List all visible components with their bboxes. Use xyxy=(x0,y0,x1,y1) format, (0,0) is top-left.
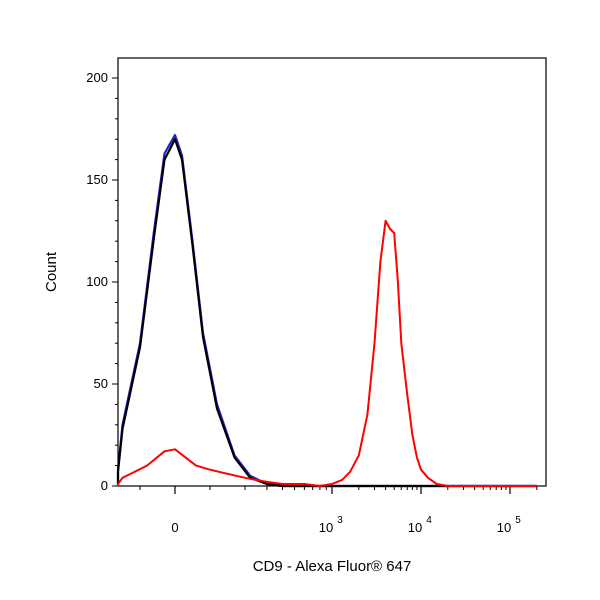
x-axis-title: CD9 - Alexa Fluor® 647 xyxy=(253,558,412,575)
x-tick-exponent: 4 xyxy=(426,515,432,526)
series-group xyxy=(116,134,537,488)
histogram-series-2 xyxy=(116,138,537,488)
x-axis-ticks: 0 10 3 10 4 10 5 xyxy=(171,486,521,535)
y-tick-label: 50 xyxy=(94,376,108,391)
x-tick-label: 10 xyxy=(319,520,333,535)
x-tick-label: 10 xyxy=(408,520,422,535)
x-tick-label: 10 xyxy=(497,520,511,535)
x-tick-exponent: 5 xyxy=(515,515,521,526)
x-tick-exponent: 3 xyxy=(337,515,343,526)
y-tick-label: 200 xyxy=(86,70,108,85)
y-tick-label: 0 xyxy=(101,478,108,493)
y-axis-title: Count xyxy=(43,251,60,292)
histogram-series-3 xyxy=(117,219,537,487)
y-tick-label: 150 xyxy=(86,172,108,187)
y-tick-label: 100 xyxy=(86,274,108,289)
x-tick-label: 0 xyxy=(171,520,178,535)
plot-frame xyxy=(117,57,547,487)
histogram-series-1 xyxy=(116,134,537,488)
minor-ticks xyxy=(115,97,538,490)
y-axis-ticks: 0 50 100 150 200 xyxy=(86,70,118,493)
